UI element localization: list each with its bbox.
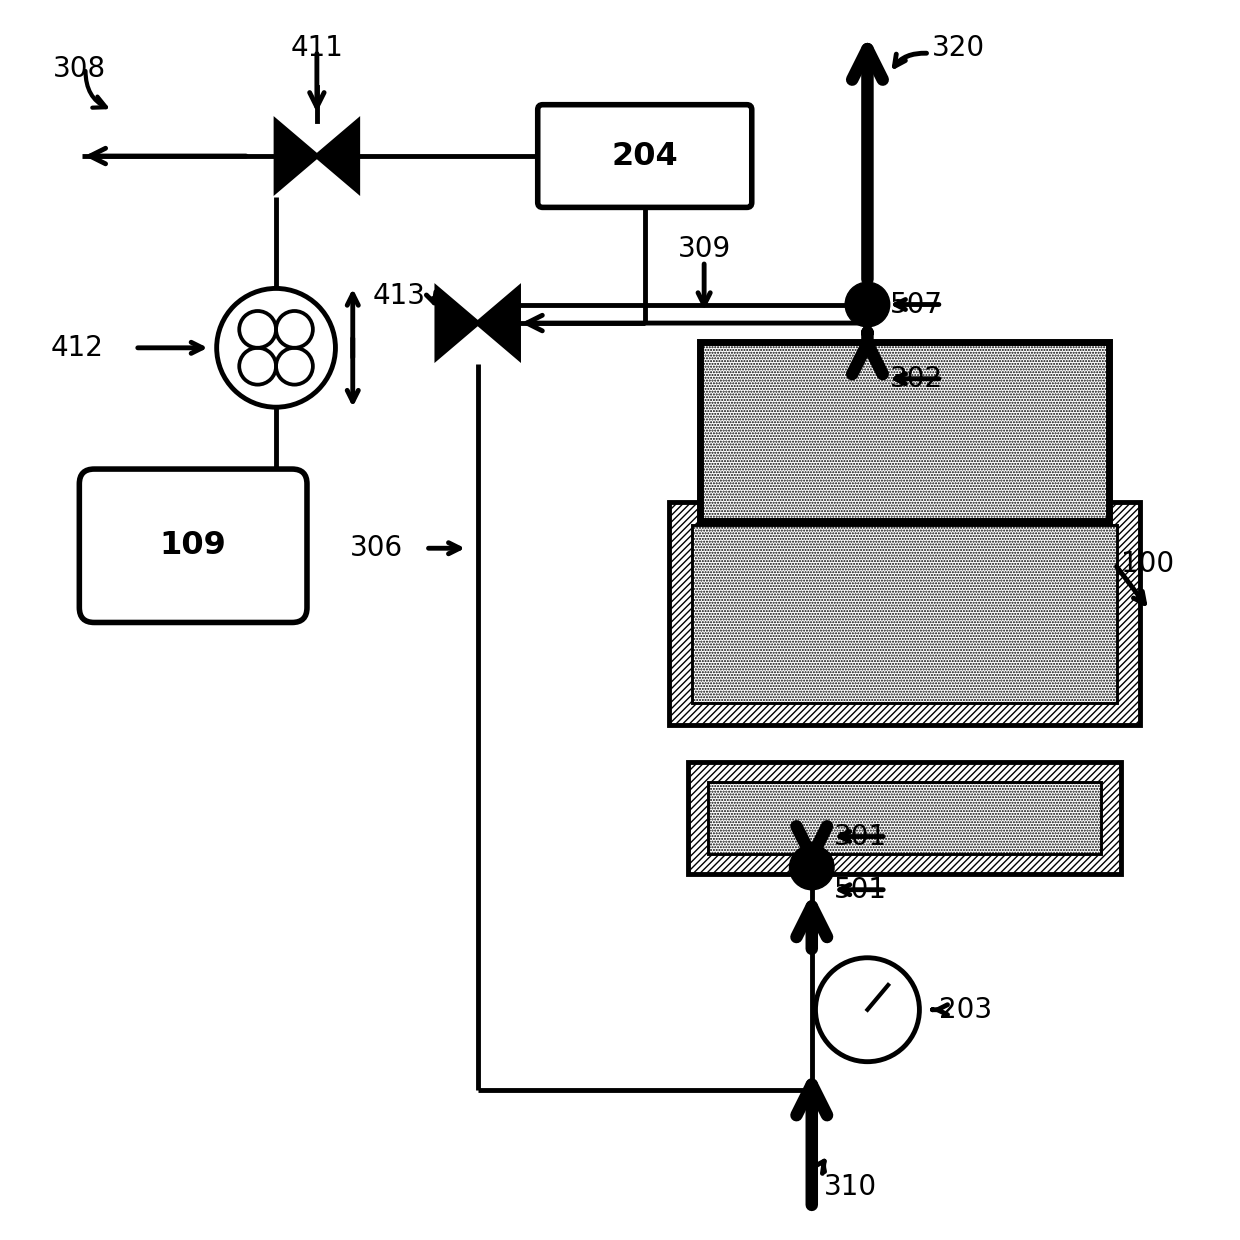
Bar: [708, 782, 1101, 854]
Text: 501: 501: [835, 875, 887, 904]
Text: 203: 203: [939, 996, 992, 1024]
Text: 411: 411: [290, 35, 343, 62]
Polygon shape: [277, 122, 317, 191]
Bar: [692, 525, 1117, 703]
Polygon shape: [317, 122, 357, 191]
Text: 507: 507: [890, 290, 942, 319]
Polygon shape: [436, 289, 477, 358]
Text: 100: 100: [1121, 551, 1174, 578]
Polygon shape: [477, 289, 518, 358]
Circle shape: [846, 283, 890, 327]
Text: 301: 301: [835, 822, 887, 851]
FancyBboxPatch shape: [79, 469, 308, 622]
Text: 412: 412: [51, 334, 104, 362]
Text: 413: 413: [372, 281, 425, 310]
Text: 306: 306: [350, 534, 403, 562]
Text: 308: 308: [53, 56, 107, 83]
Bar: [670, 502, 1140, 725]
Text: 109: 109: [160, 531, 227, 562]
Bar: [701, 342, 1109, 521]
Text: 320: 320: [931, 35, 985, 62]
Bar: [688, 763, 1121, 874]
Circle shape: [790, 846, 835, 890]
Text: 309: 309: [677, 234, 730, 263]
FancyBboxPatch shape: [538, 104, 751, 207]
Text: 302: 302: [890, 365, 942, 393]
Text: 204: 204: [611, 140, 678, 171]
Text: 310: 310: [825, 1173, 877, 1200]
